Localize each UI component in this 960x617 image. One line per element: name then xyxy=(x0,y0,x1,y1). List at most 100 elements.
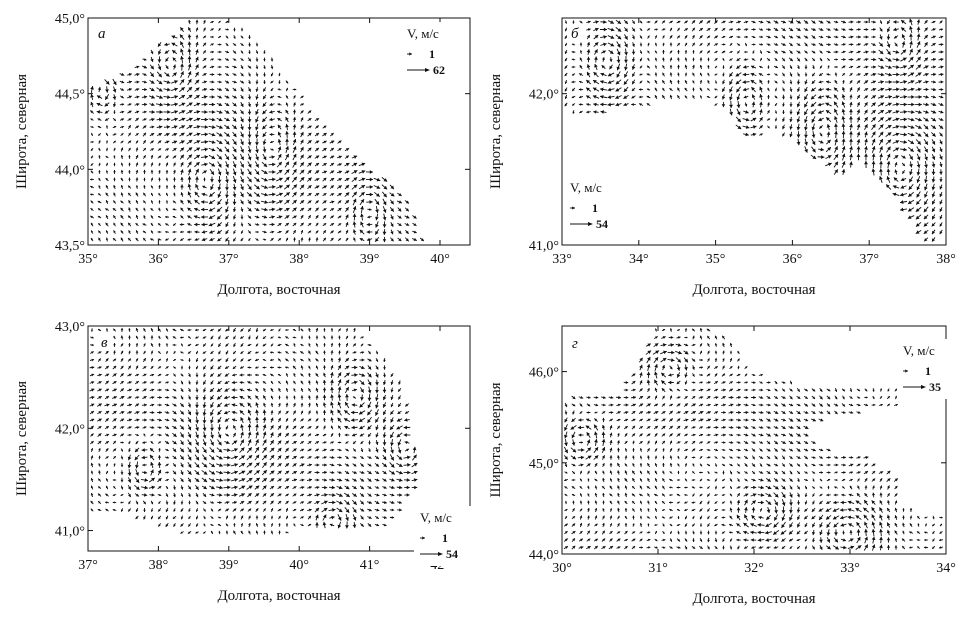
vector-arrow-head xyxy=(654,35,658,38)
vector-arrow-head xyxy=(909,18,913,23)
vector-arrow-head xyxy=(203,73,207,76)
vector-arrow-head xyxy=(247,416,252,421)
vector-arrow-head xyxy=(217,237,221,242)
vector-arrow-head xyxy=(361,170,366,174)
vector-arrow-head xyxy=(315,230,319,233)
vector-arrow-head xyxy=(564,36,568,39)
vector-arrow-head xyxy=(113,200,116,203)
vector-arrow-head xyxy=(173,223,176,226)
vector-arrow-head xyxy=(232,148,237,153)
vector-arrow-head xyxy=(849,116,853,120)
vector-arrow-head xyxy=(210,171,214,175)
vector-arrow-head xyxy=(600,102,604,107)
vector-arrow-head xyxy=(285,123,289,128)
vector-arrow-head xyxy=(143,177,146,180)
vector-arrow-head xyxy=(195,56,199,61)
vector-arrow-head xyxy=(158,155,162,159)
vector-arrow-head xyxy=(738,28,741,32)
vector-arrow-head xyxy=(121,103,125,106)
vector-arrow-head xyxy=(194,199,199,204)
vector-arrow-head xyxy=(835,65,838,69)
vector-arrow-head xyxy=(272,185,276,189)
vector-arrow-head xyxy=(610,42,615,47)
vector-arrow-head xyxy=(232,171,237,176)
vector-arrow-head xyxy=(150,238,153,241)
vector-arrow-head xyxy=(112,81,117,86)
vector-arrow-head xyxy=(217,215,221,220)
vector-arrow-head xyxy=(203,42,206,46)
vector-arrow-head xyxy=(331,208,335,211)
vector-arrow-head xyxy=(255,373,258,377)
vector-arrow-head xyxy=(871,161,876,165)
vector-arrow-head xyxy=(135,154,139,158)
vector-arrow-head xyxy=(345,207,349,211)
vector-arrow-head xyxy=(323,357,326,361)
legend-value: 54 xyxy=(596,217,608,231)
vector-arrow-head xyxy=(879,168,883,172)
vector-arrow-head xyxy=(211,87,215,92)
vector-arrow-head xyxy=(173,132,178,137)
vector-arrow-head xyxy=(729,43,733,46)
vector-arrow-head xyxy=(330,350,334,353)
vector-arrow-head xyxy=(247,119,252,123)
vector-arrow-head xyxy=(903,102,907,107)
vector-arrow-head xyxy=(301,95,304,99)
vector-arrow-head xyxy=(211,80,215,84)
vector-arrow-head xyxy=(722,20,726,24)
vector-arrow-head xyxy=(98,162,101,165)
vector-arrow-head xyxy=(128,132,131,136)
vector-arrow-head xyxy=(241,80,244,84)
vector-arrow-head xyxy=(263,59,266,62)
vector-arrow-head xyxy=(782,42,786,46)
vector-arrow-head xyxy=(369,208,372,211)
vector-arrow-head xyxy=(742,80,746,84)
vector-arrow-head xyxy=(293,215,297,219)
vector-arrow-head xyxy=(308,185,312,189)
vector-arrow-head xyxy=(262,125,266,130)
vector-arrow-head xyxy=(345,237,349,241)
vector-arrow-head xyxy=(300,169,305,174)
vector-arrow-head xyxy=(270,73,274,77)
vector-arrow-head xyxy=(375,404,379,409)
vector-arrow-head xyxy=(609,50,614,54)
vector-arrow-head xyxy=(240,193,244,198)
vector-arrow-head xyxy=(159,117,163,122)
vector-arrow-head xyxy=(218,95,222,99)
vector-arrow-head xyxy=(233,238,236,242)
vector-arrow-head xyxy=(128,155,131,158)
vector-arrow-head xyxy=(595,20,599,24)
vector-arrow-head xyxy=(714,27,718,31)
vector-arrow-head xyxy=(715,43,718,46)
vector-arrow-head xyxy=(150,51,154,55)
vector-arrow-head xyxy=(850,42,854,47)
vector-arrow-head xyxy=(330,386,334,391)
vector-arrow-head xyxy=(144,102,148,107)
vector-arrow-head xyxy=(593,102,597,107)
vector-arrow-head xyxy=(571,50,574,54)
vector-arrow-head xyxy=(128,222,131,226)
vector-arrow-head xyxy=(174,117,178,122)
vector-arrow-head xyxy=(113,147,116,151)
vector-arrow-head xyxy=(737,20,741,24)
vector-arrow-head xyxy=(201,207,205,212)
vector-arrow-head xyxy=(151,125,155,129)
vector-arrow-head xyxy=(677,20,681,24)
vector-arrow-head xyxy=(196,147,201,152)
vector-arrow-head xyxy=(278,177,283,182)
vector-arrow-head xyxy=(263,66,266,69)
vector-arrow-head xyxy=(255,96,259,100)
vector-arrow-head xyxy=(932,43,936,47)
vector-arrow-head xyxy=(789,111,793,115)
vector-arrow-head xyxy=(143,162,146,166)
vector-arrow-head xyxy=(196,110,201,114)
vector-arrow-head xyxy=(323,343,326,346)
vector-arrow-head xyxy=(323,230,326,234)
vector-arrow-head xyxy=(345,184,349,189)
vector-arrow-head xyxy=(879,153,883,158)
vector-arrow-head xyxy=(136,95,140,99)
vector-arrow-head xyxy=(692,50,695,53)
vector-arrow-head xyxy=(233,125,237,129)
vector-arrow-head xyxy=(285,87,289,91)
vector-arrow-head xyxy=(121,133,124,136)
vector-arrow-head xyxy=(91,125,94,128)
